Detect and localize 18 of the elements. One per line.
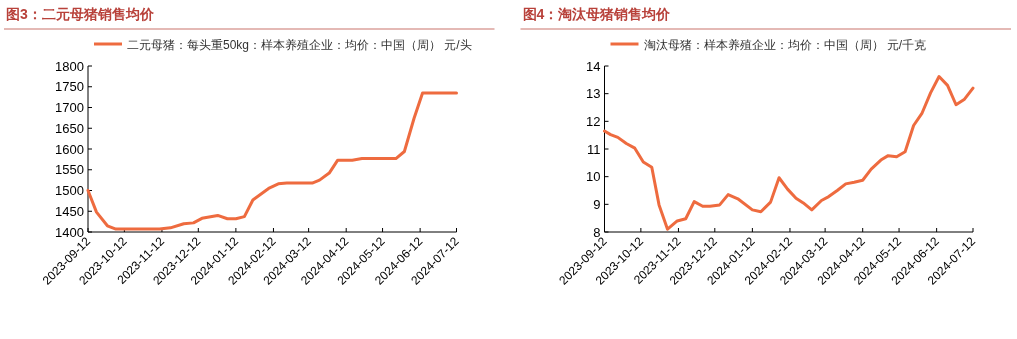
ytick: 12 bbox=[586, 113, 601, 129]
title: 图3：二元母猪销售均价 bbox=[6, 6, 154, 22]
ytick: 1800 bbox=[55, 58, 84, 74]
ytick: 1750 bbox=[55, 79, 84, 95]
title: 图4：淘汰母猪销售均价 bbox=[522, 6, 671, 22]
ytick: 1700 bbox=[55, 100, 84, 115]
legend-text: 二元母猪：每头重50kg：样本养殖企业：均价：中国（周） 元/头 bbox=[127, 37, 472, 52]
ytick: 10 bbox=[586, 169, 601, 185]
ytick: 1500 bbox=[55, 183, 84, 198]
ytick: 9 bbox=[593, 196, 601, 212]
ytick: 1450 bbox=[55, 203, 84, 219]
ytick: 13 bbox=[586, 86, 601, 102]
ytick: 14 bbox=[586, 58, 601, 74]
ytick: 11 bbox=[587, 141, 601, 157]
ytick: 1650 bbox=[55, 120, 84, 136]
ytick: 1600 bbox=[55, 141, 84, 157]
legend-text: 淘汰母猪：样本养殖企业：均价：中国（周） 元/千克 bbox=[643, 37, 927, 52]
ytick: 1550 bbox=[55, 162, 84, 178]
